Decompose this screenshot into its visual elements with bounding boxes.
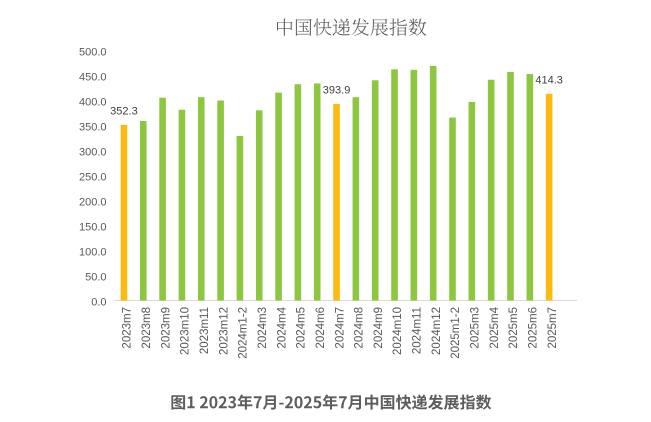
svg-text:250.0: 250.0 [79, 171, 107, 183]
svg-text:2025m4: 2025m4 [489, 306, 501, 348]
svg-text:450.0: 450.0 [79, 71, 107, 83]
svg-text:2024m10: 2024m10 [392, 307, 404, 355]
svg-text:2024m7: 2024m7 [334, 307, 346, 349]
svg-text:50.0: 50.0 [85, 271, 106, 283]
svg-text:352.3: 352.3 [110, 105, 138, 117]
svg-text:350.0: 350.0 [79, 121, 107, 133]
svg-text:500.0: 500.0 [79, 46, 107, 58]
svg-text:2025m1-2: 2025m1-2 [450, 307, 462, 359]
svg-text:2024m6: 2024m6 [315, 307, 327, 349]
svg-text:150.0: 150.0 [79, 221, 107, 233]
svg-text:2024m9: 2024m9 [373, 307, 385, 349]
svg-text:2025m6: 2025m6 [528, 307, 540, 349]
svg-text:2023m11: 2023m11 [199, 307, 211, 354]
svg-text:2025m5: 2025m5 [508, 307, 520, 349]
svg-text:2024m1-2: 2024m1-2 [238, 307, 250, 359]
svg-text:2024m12: 2024m12 [431, 307, 443, 355]
svg-text:2024m8: 2024m8 [354, 307, 366, 349]
svg-text:2023m9: 2023m9 [160, 307, 172, 349]
svg-text:2024m4: 2024m4 [276, 306, 288, 348]
svg-text:0.0: 0.0 [91, 296, 106, 308]
svg-text:2024m11: 2024m11 [412, 307, 424, 354]
svg-text:2023m12: 2023m12 [218, 307, 230, 355]
svg-text:414.3: 414.3 [535, 74, 563, 86]
svg-text:2023m7: 2023m7 [122, 307, 134, 349]
svg-text:393.9: 393.9 [323, 85, 351, 97]
svg-text:2023m8: 2023m8 [141, 307, 153, 349]
svg-text:2023m10: 2023m10 [180, 307, 192, 355]
svg-text:100.0: 100.0 [79, 246, 107, 258]
svg-text:200.0: 200.0 [79, 196, 107, 208]
svg-text:2025m7: 2025m7 [547, 307, 559, 349]
svg-text:400.0: 400.0 [79, 96, 107, 108]
svg-text:2025m3: 2025m3 [470, 307, 482, 349]
svg-text:300.0: 300.0 [79, 146, 107, 158]
svg-text:2024m3: 2024m3 [257, 307, 269, 349]
svg-text:2024m5: 2024m5 [296, 307, 308, 349]
